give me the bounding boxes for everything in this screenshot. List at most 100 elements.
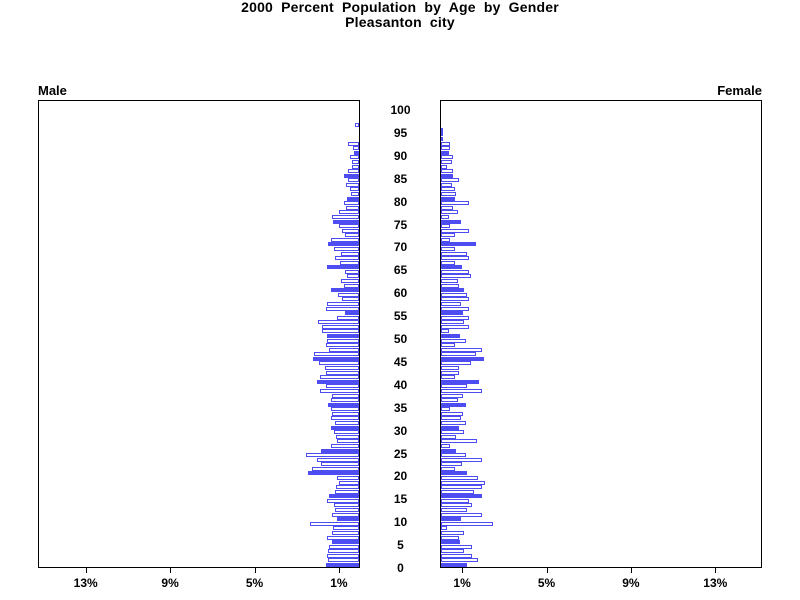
- pyramid-bar-male-age-82: [350, 187, 359, 192]
- pyramid-bar-female-age-32: [441, 416, 461, 421]
- pyramid-bar-female-age-5: [441, 540, 460, 545]
- pyramid-bar-female-age-9: [441, 521, 493, 526]
- pyramid-bar-male-age-9: [310, 521, 359, 526]
- percent-tick-label-female-5%: 5%: [537, 576, 556, 590]
- pyramid-bar-female-age-60: [441, 288, 464, 293]
- pyramid-bar-female-age-34: [441, 407, 450, 412]
- pyramid-bar-female-age-15: [441, 494, 482, 499]
- pyramid-bar-male-age-68: [341, 251, 359, 256]
- pyramid-bar-male-age-87: [352, 164, 359, 169]
- pyramid-bar-male-age-35: [328, 402, 359, 407]
- pyramid-bar-female-age-33: [441, 411, 463, 416]
- age-tick-label-30: 30: [393, 423, 408, 438]
- pyramid-bar-female-age-35: [441, 402, 466, 407]
- pyramid-bar-male-age-8: [333, 526, 359, 531]
- pyramid-bar-male-age-40: [317, 379, 359, 384]
- pyramid-bar-female-age-65: [441, 265, 462, 270]
- pyramid-bar-male-age-67: [335, 256, 359, 261]
- pyramid-bar-female-age-36: [441, 398, 458, 403]
- pyramid-bar-female-age-39: [441, 384, 467, 389]
- pyramid-bar-male-age-36: [331, 398, 359, 403]
- percent-tick-female-1%: [462, 568, 464, 573]
- pyramid-bar-male-age-33: [332, 411, 359, 416]
- pyramid-bar-male-age-69: [334, 246, 359, 251]
- pyramid-bar-male-age-10: [337, 517, 359, 522]
- pyramid-bar-female-age-44: [441, 361, 471, 366]
- pyramid-bar-male-age-27: [337, 439, 359, 444]
- chart-title-line2: Pleasanton city: [345, 14, 455, 30]
- age-tick-label-65: 65: [393, 263, 408, 278]
- pyramid-bar-female-age-40: [441, 379, 479, 384]
- pyramid-bar-female-age-80: [441, 196, 455, 201]
- percent-tick-female-9%: [630, 568, 632, 573]
- pyramid-bar-female-age-66: [441, 260, 455, 265]
- pyramid-bar-male-age-89: [350, 155, 359, 160]
- pyramid-bar-male-age-22: [321, 462, 359, 467]
- pyramid-bar-male-age-85: [344, 173, 359, 178]
- pyramid-bar-female-age-70: [441, 242, 476, 247]
- pyramid-bar-female-age-74: [441, 224, 450, 229]
- pyramid-bar-male-age-56: [326, 306, 359, 311]
- pyramid-bar-female-age-23: [441, 457, 482, 462]
- pyramid-bar-male-age-52: [322, 324, 359, 329]
- pyramid-bar-female-age-91: [441, 146, 450, 151]
- pyramid-bar-male-age-28: [336, 434, 359, 439]
- pyramid-bar-female-age-11: [441, 512, 482, 517]
- age-tick-label-50: 50: [393, 332, 408, 346]
- pyramid-bar-male-age-23: [317, 457, 359, 462]
- pyramid-bar-male-age-32: [331, 416, 359, 421]
- pyramid-bar-female-age-0: [441, 563, 467, 567]
- male-panel-label: Male: [38, 83, 67, 98]
- pyramid-bar-male-age-2: [327, 553, 359, 558]
- pyramid-bar-female-age-95: [441, 127, 443, 132]
- pyramid-bar-female-age-83: [441, 182, 452, 187]
- pyramid-bar-male-age-73: [342, 228, 359, 233]
- pyramid-bar-male-age-16: [335, 489, 359, 494]
- pyramid-bar-female-age-81: [441, 192, 456, 197]
- pyramid-bar-male-age-96: [355, 123, 359, 128]
- pyramid-bar-male-age-18: [339, 480, 359, 485]
- pyramid-bar-female-age-55: [441, 311, 463, 316]
- pyramid-bar-male-age-66: [340, 260, 359, 265]
- pyramid-bar-male-age-81: [351, 192, 359, 197]
- percent-tick-female-5%: [546, 568, 548, 573]
- pyramid-bar-female-age-45: [441, 356, 484, 361]
- pyramid-bar-male-age-61: [344, 283, 359, 288]
- pyramid-bar-female-age-75: [441, 219, 461, 224]
- pyramid-bar-female-age-89: [441, 155, 453, 160]
- pyramid-bar-male-age-0: [326, 563, 359, 567]
- pyramid-bar-male-age-80: [347, 196, 359, 201]
- age-tick-label-70: 70: [393, 240, 408, 255]
- pyramid-bar-female-age-7: [441, 530, 464, 535]
- pyramid-bar-male-age-79: [344, 201, 359, 206]
- pyramid-bar-female-age-58: [441, 297, 469, 302]
- pyramid-bar-male-age-75: [333, 219, 359, 224]
- percent-tick-male-5%: [254, 568, 256, 573]
- pyramid-bar-female-age-49: [441, 338, 466, 343]
- pyramid-bar-female-age-82: [441, 187, 455, 192]
- pyramid-bar-female-age-68: [441, 251, 467, 256]
- age-tick-label-20: 20: [393, 469, 408, 484]
- percent-tick-label-female-9%: 9%: [622, 576, 640, 590]
- pyramid-bar-male-age-53: [318, 320, 359, 325]
- pyramid-bar-male-age-62: [341, 279, 359, 284]
- pyramid-bar-male-age-31: [335, 421, 359, 426]
- pyramid-bar-male-age-6: [327, 535, 359, 540]
- pyramid-bar-female-age-67: [441, 256, 469, 261]
- pyramid-bar-female-age-78: [441, 205, 453, 210]
- pyramid-bar-male-age-55: [345, 311, 359, 316]
- female-bars-panel: [440, 100, 762, 568]
- pyramid-bar-male-age-26: [331, 443, 359, 448]
- pyramid-bar-female-age-28: [441, 434, 456, 439]
- pyramid-bar-male-age-12: [335, 508, 359, 513]
- pyramid-bar-male-age-13: [334, 503, 359, 508]
- pyramid-bar-male-age-4: [329, 544, 359, 549]
- pyramid-bar-female-age-59: [441, 292, 467, 297]
- age-tick-label-85: 85: [393, 171, 408, 186]
- pyramid-bar-female-age-46: [441, 352, 476, 357]
- pyramid-bar-female-age-61: [441, 283, 459, 288]
- pyramid-bar-male-age-83: [346, 182, 359, 187]
- pyramid-bar-male-age-84: [348, 178, 359, 183]
- age-tick-label-75: 75: [393, 217, 408, 232]
